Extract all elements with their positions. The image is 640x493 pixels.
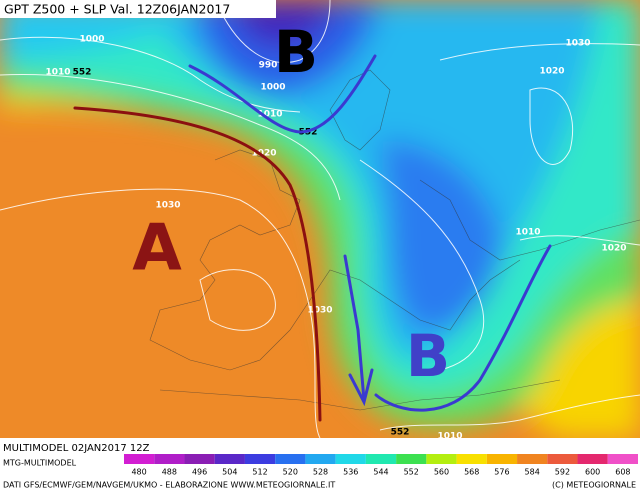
contour-label: 552 (391, 428, 410, 438)
color-swatch (305, 454, 336, 464)
contour-label: 1020 (601, 244, 626, 254)
scale-label: 504 (222, 468, 237, 477)
color-swatch (456, 454, 487, 464)
contour-label: 1030 (307, 306, 332, 316)
color-scale: 480 488 496 504 512 520 528 536 544 552 560 568 576 5… (124, 454, 638, 477)
contour-label: 1030 (565, 39, 590, 49)
contour-label: 552 (73, 68, 92, 78)
contour-label: 1020 (251, 149, 276, 159)
scale-label: 512 (252, 468, 267, 477)
title-box (0, 0, 276, 18)
color-swatch (577, 454, 608, 464)
scale-label: 560 (434, 468, 449, 477)
color-swatch (486, 454, 518, 464)
credits: DATI GFS/ECMWF/GEM/NAVGEM/UKMO - ELABORA… (3, 481, 335, 490)
scale-label: 488 (162, 468, 177, 477)
contour-label: 1010 (257, 110, 282, 120)
map-field: 1000 1010 552 990 1000 1010 552 1020 103… (0, 0, 640, 442)
contour-label: 1020 (539, 67, 564, 77)
scale-label: 536 (343, 468, 358, 477)
color-swatch (214, 454, 245, 464)
low-pressure-label: B (406, 322, 450, 390)
contour-label: 1010 (437, 432, 462, 442)
scale-label: 544 (373, 468, 388, 477)
low-pressure-label: B (274, 18, 318, 86)
scale-label: 496 (192, 468, 207, 477)
color-swatch (365, 454, 397, 464)
scale-label: 480 (131, 468, 146, 477)
scale-label: 592 (555, 468, 570, 477)
color-swatch (517, 454, 548, 464)
contour-label: 1010 (515, 228, 540, 238)
footer-panel (0, 438, 640, 493)
scale-label: 520 (283, 468, 298, 477)
scale-label: 600 (585, 468, 600, 477)
scale-label: 608 (615, 468, 630, 477)
high-pressure-label: A (132, 212, 182, 286)
run-info: MULTIMODEL 02JAN2017 12Z (3, 443, 150, 454)
scale-label: 584 (525, 468, 540, 477)
contour-label: 1000 (260, 83, 285, 93)
color-swatch (547, 454, 578, 464)
copyright: (C) METEOGIORNALE (552, 481, 636, 490)
scale-label: 552 (404, 468, 419, 477)
contour-label: 1000 (79, 35, 104, 45)
scale-label: 568 (464, 468, 479, 477)
map-title: GPT Z500 + SLP Val. 12Z06JAN2017 (4, 2, 230, 17)
color-swatch (607, 454, 638, 464)
model-info: MTG-MULTIMODEL (3, 459, 77, 468)
scale-label: 576 (494, 468, 509, 477)
color-swatch (396, 454, 427, 464)
color-swatch (124, 454, 155, 464)
contour-label: 990 (259, 61, 278, 71)
color-swatch (335, 454, 366, 464)
contour-label: 1030 (155, 201, 180, 211)
isobars (0, 0, 640, 438)
color-swatch (244, 454, 276, 464)
contour-labels: 1000 1010 552 990 1000 1010 552 1020 103… (45, 35, 626, 442)
color-swatch (154, 454, 185, 464)
coastlines (149, 69, 640, 411)
color-swatch (275, 454, 306, 464)
scale-label: 528 (313, 468, 328, 477)
color-swatch (184, 454, 215, 464)
contour-label: 1010 (45, 68, 70, 78)
color-swatch (426, 454, 457, 464)
annotation-lines (73, 54, 552, 422)
